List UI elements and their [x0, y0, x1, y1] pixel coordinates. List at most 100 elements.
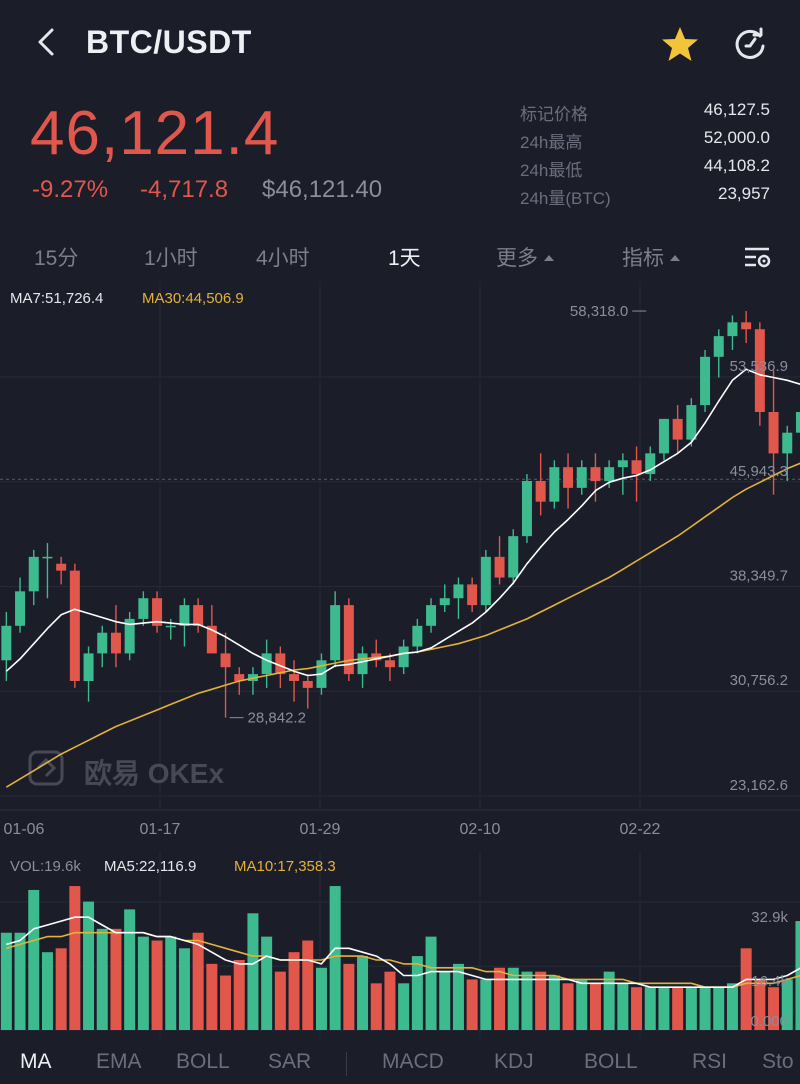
candle-body — [384, 660, 395, 668]
candle-body — [56, 563, 67, 571]
stat-label: 24h最低 — [520, 161, 583, 180]
price-tick-label: 53,536.9 — [730, 358, 788, 375]
volume-bar — [535, 971, 547, 1030]
ind-ema[interactable]: EMA — [96, 1050, 142, 1073]
ind-sto[interactable]: Sto — [762, 1050, 794, 1073]
date-tick-label: 02-22 — [620, 821, 661, 838]
volume-bar — [151, 940, 163, 1030]
tab-1d[interactable]: 1天 — [388, 247, 421, 270]
ind-boll[interactable]: BOLL — [176, 1050, 230, 1073]
candle-body — [206, 625, 217, 654]
stat-24h-low: 24h最低 44,108.2 — [520, 154, 770, 182]
volume-bar — [507, 967, 519, 1030]
candle-body — [576, 467, 587, 488]
candle-body — [467, 584, 478, 606]
price-tick-label: 23,162.6 — [730, 777, 788, 794]
tab-indicators[interactable]: 指标 — [622, 242, 680, 272]
candle-body — [521, 480, 532, 537]
volume-bar — [795, 921, 800, 1030]
candle-body — [535, 480, 546, 502]
candle-body — [795, 411, 800, 433]
date-tick-label: 01-17 — [140, 821, 181, 838]
volume-bar — [452, 963, 464, 1030]
volume-bar — [425, 936, 437, 1030]
candle-body — [289, 674, 300, 681]
tab-15m[interactable]: 15分 — [34, 247, 79, 270]
ind-macd[interactable]: MACD — [382, 1050, 444, 1073]
indicator-divider — [346, 1052, 347, 1076]
volume-bar — [384, 971, 396, 1030]
volume-bar — [14, 932, 26, 1030]
volume-bar — [41, 952, 53, 1030]
ind-kdj[interactable]: KDJ — [494, 1050, 534, 1073]
candle-body — [645, 453, 656, 475]
stat-24h-high: 24h最高 52,000.0 — [520, 126, 770, 154]
volume-bar — [603, 971, 615, 1030]
chart-settings-icon[interactable] — [742, 242, 772, 272]
tab-1h[interactable]: 1小时 — [144, 247, 198, 270]
volume-bar — [110, 928, 122, 1030]
volume-bar — [521, 971, 533, 1030]
high-marker-label: 58,318.0 — [570, 303, 628, 320]
volume-chart[interactable]: 32.9k 16.4k 0.000 — [0, 852, 800, 1038]
price-tick-label: 30,756.2 — [730, 672, 788, 689]
candle-body — [727, 322, 738, 337]
candle-body — [590, 467, 601, 481]
tab-more-label: 更多 — [496, 247, 538, 270]
candle-body — [617, 460, 628, 468]
volume-bar — [658, 987, 670, 1030]
watermark: 欧易 OKEx — [28, 748, 248, 789]
volume-bar — [329, 886, 341, 1030]
volume-bar — [466, 979, 478, 1030]
volume-bar — [398, 983, 410, 1030]
candle-body — [782, 432, 793, 454]
volume-bar — [754, 979, 766, 1030]
candle-body — [700, 356, 711, 406]
candle-body — [480, 556, 491, 606]
candle-body — [220, 653, 231, 668]
tab-4h[interactable]: 4小时 — [256, 247, 310, 270]
volume-bar — [137, 936, 149, 1030]
ind-ma[interactable]: MA — [20, 1050, 52, 1073]
volume-bar — [357, 956, 369, 1030]
ind-boll-sub[interactable]: BOLL — [584, 1050, 638, 1073]
refresh-icon[interactable] — [732, 26, 768, 62]
candle-body — [179, 605, 190, 626]
candle-body — [193, 605, 204, 626]
candle-body — [1, 625, 12, 661]
candle-body — [234, 674, 245, 681]
candle-body — [261, 653, 272, 675]
stat-value: 44,108.2 — [703, 156, 770, 175]
top-bar: BTC/USDT — [0, 0, 800, 88]
chevron-left-icon[interactable] — [30, 24, 66, 60]
candle-body — [28, 556, 39, 592]
date-tick-label: 01-29 — [300, 821, 341, 838]
volume-bar — [28, 889, 40, 1030]
ind-sar[interactable]: SAR — [268, 1050, 312, 1073]
volume-bar — [548, 975, 560, 1030]
ma10-legend: MA10:17,358.3 — [234, 858, 336, 875]
ind-rsi[interactable]: RSI — [692, 1050, 728, 1073]
volume-bar — [631, 987, 643, 1030]
tab-more[interactable]: 更多 — [496, 242, 554, 272]
okex-logo-icon — [28, 750, 64, 786]
candle-body — [508, 536, 519, 578]
candle-body — [69, 570, 80, 681]
volume-bar — [494, 967, 506, 1030]
ma5-legend: MA5:22,116.9 — [104, 858, 197, 875]
volume-bar — [83, 901, 95, 1030]
volume-bar — [288, 952, 300, 1030]
market-stats: 标记价格 46,127.5 24h最高 52,000.0 24h最低 44,10… — [520, 98, 770, 210]
volume-tick-label: 0.000 — [750, 1013, 788, 1030]
star-icon[interactable] — [660, 24, 700, 64]
candle-body — [741, 322, 752, 330]
candlestick-chart[interactable]: 53,536.9 45,943.3 38,349.7 30,756.2 23,162.6… — [0, 282, 800, 838]
volume-bar — [768, 987, 780, 1030]
price-tick-label: 45,943.3 — [730, 463, 788, 480]
volume-bar — [685, 987, 697, 1030]
candle-body — [453, 584, 464, 599]
volume-bar — [192, 932, 204, 1030]
low-marker-label: 28,842.2 — [248, 710, 306, 727]
volume-bar — [69, 886, 81, 1030]
volume-bar — [220, 975, 232, 1030]
